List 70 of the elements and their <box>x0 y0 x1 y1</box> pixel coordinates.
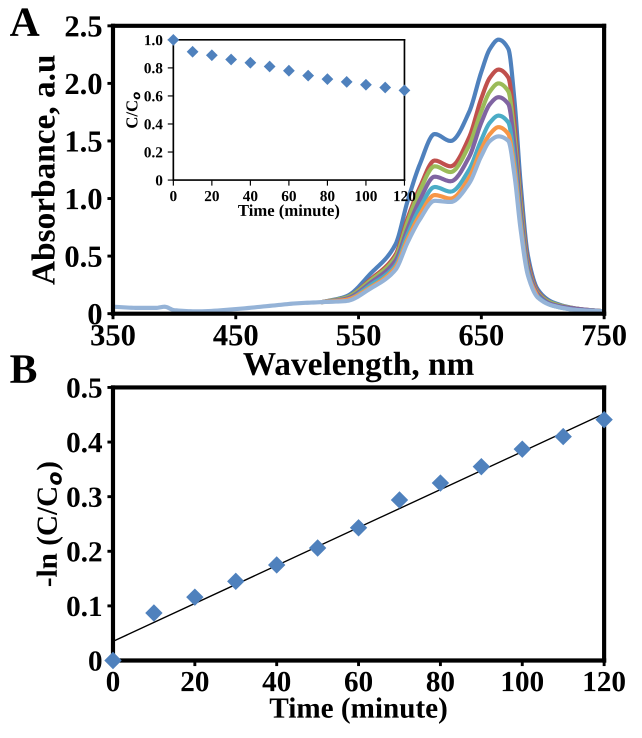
x-tick-label: 80 <box>426 672 454 692</box>
x-tick-label: 450 <box>213 324 258 346</box>
y-tick-label: 0 <box>156 175 162 186</box>
x-tick-label: 60 <box>282 190 296 202</box>
x-tick-label: 0 <box>106 672 120 692</box>
point <box>168 34 179 46</box>
x-tick-label: 100 <box>502 672 544 692</box>
point <box>514 440 531 458</box>
x-tick-label: 750 <box>582 324 626 346</box>
x-tick-label: 550 <box>336 324 380 346</box>
y-tick-label: 0.8 <box>144 63 162 74</box>
point <box>350 519 367 536</box>
y-tick-label: 0.5 <box>66 246 102 268</box>
y-tick-label: 1.5 <box>66 131 102 152</box>
x-axis-title: Time (minute) <box>238 204 340 220</box>
y-tick-label: 0.3 <box>67 487 102 508</box>
y-tick-label: 1.0 <box>66 188 102 210</box>
point <box>322 74 334 85</box>
y-tick-label: 0.5 <box>67 378 102 398</box>
x-tick-label: 20 <box>181 672 208 692</box>
point <box>264 60 276 72</box>
x-tick-label: 40 <box>242 190 258 202</box>
x-tick-label: 350 <box>91 324 135 346</box>
point <box>186 46 198 58</box>
y-axis-title: Absorbance, a.u <box>31 55 60 285</box>
y-tick-label: 2.0 <box>66 74 102 94</box>
point <box>398 84 410 96</box>
y-tick-label: 1.0 <box>145 34 162 46</box>
x-tick-label: 120 <box>584 672 625 692</box>
x-tick-label: 40 <box>262 672 290 692</box>
y-tick-label: 0 <box>88 304 102 325</box>
point <box>104 652 122 669</box>
point <box>391 492 408 508</box>
point <box>554 428 572 446</box>
y-tick-label: 0.1 <box>67 596 102 616</box>
point <box>596 411 613 428</box>
y-tick-label: 0.4 <box>144 119 163 130</box>
point <box>432 474 449 492</box>
y-tick-label: 0.6 <box>144 91 162 102</box>
point <box>227 572 244 590</box>
x-tick-label: 80 <box>320 190 334 202</box>
x-tick-label: 60 <box>344 672 372 692</box>
x-tick-label: 0 <box>170 190 177 202</box>
text: B <box>10 355 36 383</box>
point <box>360 79 372 90</box>
point <box>302 70 314 82</box>
point <box>146 604 162 622</box>
y-tick-label: 0.2 <box>144 147 162 158</box>
point <box>206 50 218 61</box>
x-axis-title: Time (minute) <box>270 697 447 724</box>
x-tick-label: 20 <box>204 190 219 202</box>
point <box>380 82 391 94</box>
y-tick-label: 0.4 <box>67 432 102 453</box>
x-axis-title: Wavelength, nm <box>243 352 474 382</box>
text: A <box>10 8 40 36</box>
x-tick-label: 650 <box>459 324 504 346</box>
point <box>341 76 352 88</box>
point <box>309 540 326 556</box>
y-axis-title: -ln (C/C$_{o}$) <box>36 462 63 586</box>
point <box>186 588 204 606</box>
y-tick-label: 0 <box>89 651 102 671</box>
point <box>244 57 256 68</box>
x-tick-label: 100 <box>356 190 377 202</box>
y-tick-label: 2.5 <box>66 16 102 37</box>
point <box>472 458 490 476</box>
point <box>268 556 286 574</box>
y-axis-title: C/C$_{o}$ <box>126 92 140 128</box>
point <box>226 54 237 66</box>
y-tick-label: 0.2 <box>67 542 102 562</box>
point <box>283 65 295 76</box>
